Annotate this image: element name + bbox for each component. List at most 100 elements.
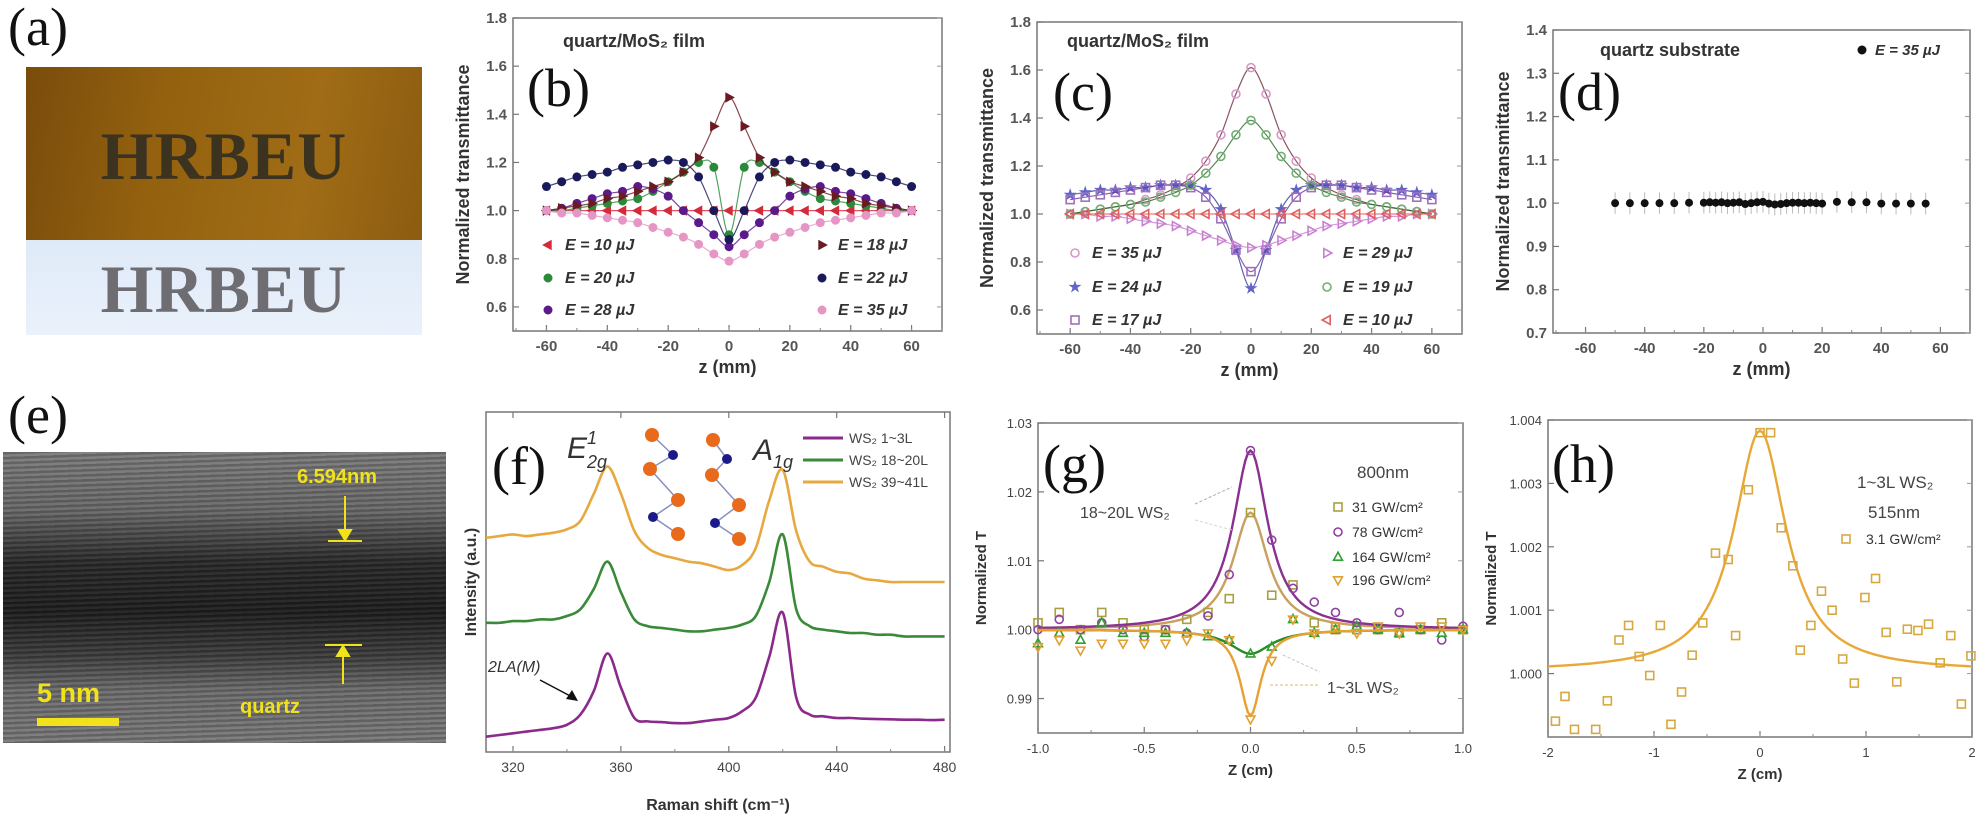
sulfur-atom <box>705 468 719 482</box>
x-axis-title: z (mm) <box>1733 359 1791 379</box>
data-point <box>1395 208 1406 220</box>
data-point <box>1795 645 1806 655</box>
data-point <box>602 213 612 223</box>
x-tick-label: -20 <box>1180 341 1202 358</box>
data-point <box>1614 635 1624 645</box>
legend-marker <box>1841 534 1851 544</box>
data-point <box>1053 635 1066 647</box>
data-point <box>1032 636 1044 648</box>
data-point <box>1216 234 1228 247</box>
data-point <box>1723 554 1733 565</box>
data-point <box>815 160 825 170</box>
y-axis-title: Normalized T <box>973 531 990 625</box>
legend-marker <box>817 305 827 315</box>
data-point <box>786 176 796 187</box>
data-point <box>1261 89 1271 99</box>
data-point <box>1935 658 1945 668</box>
y-tick-label: 0.7 <box>1526 325 1547 342</box>
data-point <box>1956 699 1967 709</box>
chart-panel-f: 320 360 400 440 480 Raman shift (cm⁻¹) Intensi… <box>463 411 957 814</box>
data-point <box>1125 199 1136 210</box>
data-point <box>1329 623 1342 634</box>
data-point <box>1291 168 1302 178</box>
data-point <box>1078 185 1092 198</box>
chart-title: quartz substrate <box>1600 40 1740 60</box>
legend-label: WS₂ 1~3L <box>849 430 913 446</box>
data-point <box>618 190 629 202</box>
data-point <box>1110 187 1121 198</box>
x-axis-title: Z (cm) <box>1738 766 1783 783</box>
data-point <box>1336 192 1347 202</box>
data-point <box>847 193 857 204</box>
data-point <box>891 208 901 218</box>
data-point <box>587 210 597 220</box>
legend-marker <box>817 273 827 283</box>
data-point <box>588 198 598 209</box>
data-point <box>1181 614 1192 625</box>
data-point <box>1247 241 1258 254</box>
y-tick-label: 1.0 <box>486 203 507 220</box>
data-point <box>1074 633 1087 645</box>
legend: E = 35 µJ E = 24 µJ E = 17 µJ E = 29 µJ E = … <box>1068 245 1413 329</box>
x-tick-label: -1.0 <box>1027 741 1049 756</box>
data-point <box>1080 192 1091 202</box>
data-point <box>709 206 719 216</box>
data-point <box>1199 183 1213 196</box>
y-tick-label: 1.03 <box>1007 416 1032 431</box>
y-axis-title: Normalized transmittance <box>453 64 473 284</box>
data-point <box>1849 678 1860 688</box>
data-point <box>664 176 675 187</box>
data-point <box>1352 215 1363 227</box>
series-3 <box>1032 615 1469 726</box>
data-point <box>739 206 749 216</box>
annotation-arrow <box>1194 519 1233 531</box>
panel-label: (f) <box>492 436 546 496</box>
data-point <box>1380 208 1391 220</box>
legend-marker <box>1332 575 1344 587</box>
series-1 <box>541 157 917 240</box>
series-4 <box>1065 115 1437 219</box>
data-point <box>1095 639 1108 650</box>
x-tick-label: 0 <box>725 338 733 355</box>
data-point <box>1655 620 1666 631</box>
tungsten-atom <box>668 450 678 460</box>
arrow-up-icon <box>335 644 351 657</box>
data-point <box>1425 187 1439 201</box>
data-point <box>694 152 705 163</box>
data-point <box>1185 180 1196 190</box>
y-tick-label: 1.002 <box>1509 540 1542 555</box>
data-point <box>785 155 795 165</box>
data-point <box>1265 656 1278 668</box>
data-point <box>633 160 643 170</box>
legend: 3.1 GW/cm² 1~3L WS₂ 515nm <box>1841 473 1941 547</box>
data-point <box>799 205 809 216</box>
data-point <box>1877 199 1886 208</box>
data-point <box>1902 624 1913 635</box>
data-point <box>1141 215 1152 227</box>
data-point <box>663 191 673 201</box>
data-point <box>1277 234 1288 247</box>
series-2 <box>541 182 917 252</box>
data-point <box>601 205 612 216</box>
data-point <box>1138 639 1151 650</box>
series-2 <box>485 465 945 584</box>
data-point <box>1223 635 1236 647</box>
chart-panel-g: -1.0 -0.5 0.0 0.5 1.0 0.99 1.00 1.01 1.02 1.03 Z (… <box>973 416 1472 779</box>
x-tick-label: 480 <box>933 759 957 775</box>
data-point <box>648 222 658 232</box>
y-tick-label: 1.001 <box>1509 603 1542 618</box>
legend-marker <box>1320 314 1331 326</box>
data-point <box>663 227 673 237</box>
chart-title: quartz/MoS₂ film <box>563 31 705 51</box>
panel-label-e: (e) <box>8 385 68 445</box>
x-tick-label: 40 <box>1363 341 1380 358</box>
data-point <box>1065 194 1075 205</box>
y-tick-label: 0.8 <box>1526 282 1547 299</box>
fit-curve <box>1070 213 1432 249</box>
x-tick-label: 20 <box>1814 340 1831 357</box>
sulfur-atom <box>645 428 659 442</box>
data-point <box>1266 535 1277 545</box>
data-point <box>1425 208 1436 220</box>
tungsten-atom <box>648 512 658 522</box>
data-point <box>1171 220 1183 232</box>
